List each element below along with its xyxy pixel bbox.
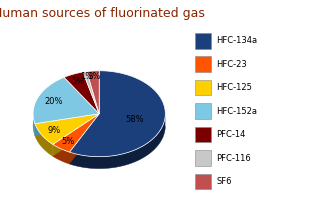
Text: 58%: 58% bbox=[125, 115, 144, 124]
Polygon shape bbox=[53, 114, 99, 152]
Text: 1%: 1% bbox=[80, 72, 93, 81]
Text: PFC-116: PFC-116 bbox=[216, 154, 251, 163]
Text: HFC-23: HFC-23 bbox=[216, 60, 247, 69]
Text: 3%: 3% bbox=[87, 72, 100, 81]
FancyBboxPatch shape bbox=[195, 33, 211, 49]
Polygon shape bbox=[69, 71, 165, 157]
Polygon shape bbox=[53, 114, 99, 156]
Polygon shape bbox=[35, 114, 99, 136]
Text: HFC-152a: HFC-152a bbox=[216, 107, 257, 116]
Polygon shape bbox=[33, 113, 35, 136]
Polygon shape bbox=[35, 114, 99, 136]
Polygon shape bbox=[64, 72, 99, 114]
Text: HFC-125: HFC-125 bbox=[216, 83, 252, 92]
Text: 20%: 20% bbox=[44, 97, 62, 106]
FancyBboxPatch shape bbox=[195, 80, 211, 95]
FancyBboxPatch shape bbox=[195, 127, 211, 142]
FancyBboxPatch shape bbox=[195, 174, 211, 189]
Polygon shape bbox=[35, 124, 53, 156]
Polygon shape bbox=[53, 144, 69, 164]
FancyBboxPatch shape bbox=[195, 56, 211, 72]
Polygon shape bbox=[87, 71, 99, 114]
Text: Human sources of fluorinated gas: Human sources of fluorinated gas bbox=[0, 7, 205, 20]
Text: PFC-14: PFC-14 bbox=[216, 130, 246, 139]
Polygon shape bbox=[69, 114, 99, 164]
Polygon shape bbox=[69, 114, 99, 164]
Text: 5%: 5% bbox=[71, 77, 84, 86]
Polygon shape bbox=[35, 114, 99, 144]
Text: SF6: SF6 bbox=[216, 177, 232, 186]
Polygon shape bbox=[33, 77, 99, 124]
Text: 5%: 5% bbox=[62, 137, 75, 146]
Polygon shape bbox=[83, 72, 99, 114]
Polygon shape bbox=[69, 115, 165, 169]
Text: HFC-134a: HFC-134a bbox=[216, 36, 258, 45]
FancyBboxPatch shape bbox=[195, 103, 211, 119]
FancyBboxPatch shape bbox=[195, 150, 211, 166]
Text: 9%: 9% bbox=[48, 126, 61, 135]
Polygon shape bbox=[53, 114, 99, 156]
